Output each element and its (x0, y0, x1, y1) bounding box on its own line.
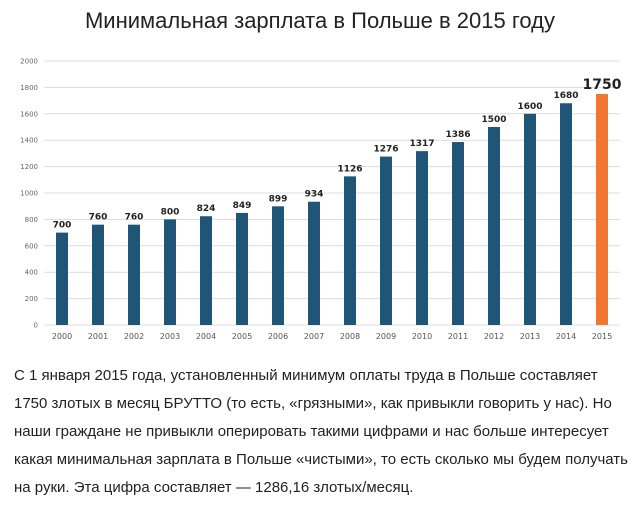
x-tick-label-2008: 2008 (340, 332, 360, 341)
bar-2002 (128, 224, 140, 325)
bar-2011 (452, 142, 464, 325)
y-tick-label: 0 (34, 322, 38, 330)
x-tick-label-2011: 2011 (448, 332, 468, 341)
data-label-2005: 849 (233, 201, 252, 211)
bar-2009 (380, 156, 392, 325)
y-tick-label: 1000 (20, 190, 38, 198)
bar-2005 (236, 212, 248, 325)
x-tick-label-2007: 2007 (304, 332, 324, 341)
y-tick-label: 1200 (20, 163, 38, 171)
x-tick-label-2003: 2003 (160, 332, 180, 341)
data-label-2009: 1276 (373, 145, 398, 155)
bar-2004 (200, 216, 212, 325)
bar-chart: 0 200 400 600 800 1000 1200 1400 1600 1800 2000 70… (20, 58, 622, 342)
x-tick-label-2010: 2010 (412, 332, 432, 341)
bar-2014 (560, 103, 572, 326)
x-tick-label-2012: 2012 (484, 332, 504, 341)
data-label-2001: 760 (89, 213, 108, 223)
y-tick-label: 1600 (20, 110, 38, 118)
bar-2013 (524, 113, 536, 325)
bar-2001 (92, 224, 104, 325)
page-title: Минимальная зарплата в Польше в 2015 год… (84, 8, 555, 33)
data-label-2000: 700 (53, 221, 72, 231)
data-label-2004: 824 (197, 204, 216, 214)
data-label-2011: 1386 (445, 130, 470, 140)
data-label-2012: 1500 (481, 115, 506, 125)
x-tick-label-2015: 2015 (592, 332, 612, 341)
y-tick-label: 800 (25, 216, 38, 224)
x-tick-label-2014: 2014 (556, 332, 576, 341)
bar-2000 (56, 232, 68, 325)
data-label-2014: 1680 (553, 91, 578, 101)
bar-2006 (272, 206, 284, 325)
description-paragraph: С 1 января 2015 года, установленный мини… (14, 367, 628, 496)
data-label-2013: 1600 (517, 102, 542, 112)
x-tick-label-2000: 2000 (52, 332, 72, 341)
bar-2008 (344, 176, 356, 325)
data-label-2010: 1317 (409, 139, 434, 149)
y-tick-label: 200 (25, 295, 38, 303)
y-tick-label: 2000 (20, 58, 38, 66)
data-label-2008: 1126 (337, 164, 362, 174)
x-tick-label-2005: 2005 (232, 332, 252, 341)
y-tick-label: 400 (25, 269, 38, 277)
y-tick-label: 600 (25, 242, 38, 250)
x-tick-label-2009: 2009 (376, 332, 396, 341)
data-label-2003: 800 (161, 207, 180, 217)
x-tick-label-2013: 2013 (520, 332, 540, 341)
x-tick-label-2001: 2001 (88, 332, 108, 341)
x-tick-label-2002: 2002 (124, 332, 144, 341)
data-label-2007: 934 (305, 190, 324, 200)
bar-2012 (488, 127, 500, 325)
bar-2007 (308, 201, 320, 325)
bar-2003 (164, 219, 176, 325)
x-tick-label-2004: 2004 (196, 332, 216, 341)
bar-2015 (596, 94, 608, 325)
data-label-2002: 760 (125, 213, 144, 223)
y-tick-label: 1800 (20, 84, 38, 92)
x-tick-label-2006: 2006 (268, 332, 288, 341)
data-label-2015: 1750 (583, 77, 622, 93)
bar-2010 (416, 151, 428, 325)
data-label-2006: 899 (269, 194, 288, 204)
y-tick-label: 1400 (20, 137, 38, 145)
